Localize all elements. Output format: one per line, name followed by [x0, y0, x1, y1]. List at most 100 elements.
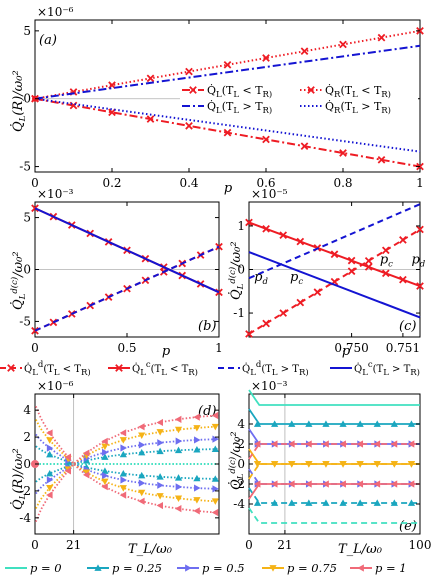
- x-axis-label: T_L/ω₀: [128, 542, 173, 557]
- legend-marker: [189, 86, 197, 94]
- series-marker: [193, 425, 201, 432]
- panel-d: ×10⁻⁶ (d) 0 21 -4 -2 0 2 4 T_L/ω₀ Q̇L​(R)/ω₀²: [10, 379, 220, 557]
- series-marker: [46, 437, 54, 444]
- y-tick-label: 5: [23, 211, 31, 225]
- series-marker: [174, 505, 182, 513]
- series-marker: [138, 423, 145, 431]
- series-marker: [288, 461, 296, 468]
- series-marker: [245, 330, 253, 338]
- y-tick-label: 0: [237, 457, 245, 471]
- series-marker: [138, 489, 146, 497]
- series-marker: [416, 225, 424, 234]
- series-line: [248, 389, 420, 406]
- legend-label: Q̇L​c​(TL​ < TR)​: [132, 360, 198, 378]
- series-marker: [211, 411, 219, 420]
- series-marker: [262, 224, 270, 233]
- y-tick-label: 4: [237, 417, 245, 431]
- series-marker: [300, 142, 309, 151]
- series-marker: [156, 501, 163, 510]
- series-marker: [390, 480, 398, 488]
- series-marker: [416, 282, 424, 290]
- series-line: [35, 419, 219, 503]
- series-marker: [119, 485, 127, 492]
- legend-label: p = 0.75: [287, 561, 337, 575]
- series-marker: [377, 33, 386, 42]
- x-axis-label: T_L/ω₀: [338, 542, 383, 557]
- series-marker: [339, 499, 347, 506]
- series-marker: [390, 461, 398, 468]
- y-tick-label: -2: [233, 477, 245, 491]
- series-marker: [223, 60, 232, 69]
- series-marker: [262, 319, 270, 328]
- x-tick-label: 0: [31, 176, 39, 190]
- y-axis-label: Q̇L​d(c)​/ω₀²: [227, 241, 246, 300]
- x-tick-label: 1: [416, 176, 424, 190]
- series-marker: [407, 480, 415, 488]
- series-marker: [364, 256, 373, 265]
- series-marker: [288, 420, 296, 427]
- y-tick-label: 1: [237, 219, 245, 233]
- series-marker: [305, 499, 313, 506]
- series-line: [248, 507, 420, 524]
- series-marker: [101, 437, 108, 445]
- series-marker: [101, 443, 109, 451]
- y-tick-label: 2: [23, 430, 31, 444]
- panel-e: ×10⁻³ (e) 0 21 100 -4 -2 0 2 4 T_L/ω₀ Q̇L​d(c)​/ω₀²: [227, 379, 431, 557]
- series-marker: [347, 267, 356, 276]
- series-marker: [253, 440, 261, 448]
- series-marker: [381, 269, 390, 278]
- series-marker: [46, 469, 54, 477]
- series-marker: [108, 81, 116, 89]
- legend-label: p = 1: [375, 561, 407, 575]
- series-marker: [305, 440, 312, 448]
- series-marker: [138, 497, 145, 505]
- series-marker: [373, 440, 381, 448]
- x-tick-label: 0.751: [386, 341, 420, 355]
- x-tick-label: 0.5: [117, 341, 136, 355]
- series-marker: [339, 461, 347, 468]
- series-marker: [253, 480, 261, 488]
- axis-exponent: ×10⁻³: [37, 187, 74, 201]
- y-tick-label: -5: [19, 160, 31, 174]
- series-marker: [322, 461, 330, 468]
- legend-background: [180, 80, 418, 112]
- series-marker: [46, 444, 54, 452]
- series-marker: [175, 437, 183, 445]
- series-marker: [253, 420, 262, 427]
- series-marker: [300, 47, 309, 56]
- panel-a: ×10⁻⁶(a)00.20.40.60.81-505pQ̇L​(R)/ω₀²Q̇…: [10, 5, 424, 196]
- series-marker: [101, 483, 108, 491]
- series-marker: [138, 441, 146, 449]
- series-marker: [211, 498, 219, 505]
- series-marker: [120, 476, 127, 484]
- series-marker: [288, 440, 295, 448]
- series-marker: [119, 469, 127, 477]
- series-marker: [347, 256, 356, 265]
- legend-middle: Q̇L​d​(TL​ < TR)​ Q̇L​c​(TL​ < TR)​ Q̇L​d​…: [0, 360, 420, 378]
- series-marker: [46, 484, 54, 492]
- series-marker: [211, 423, 219, 431]
- panel-label: (d): [198, 404, 216, 419]
- series-marker: [174, 474, 183, 481]
- panel-label: (c): [399, 319, 416, 334]
- series-marker: [174, 426, 183, 434]
- series-marker: [313, 288, 322, 296]
- series-marker: [356, 461, 364, 468]
- series-marker: [296, 298, 305, 307]
- series-line: [248, 251, 421, 319]
- series-marker: [174, 415, 182, 423]
- series-marker: [46, 476, 54, 484]
- y-tick-label: 0: [23, 457, 31, 471]
- series-marker: [212, 435, 219, 443]
- series-marker: [185, 67, 193, 76]
- series-marker: [339, 440, 346, 448]
- legend-label: Q̇L​(TL​ > TR)​: [207, 100, 272, 116]
- series-marker: [390, 499, 398, 506]
- series-marker: [399, 236, 407, 244]
- series-marker: [322, 499, 330, 506]
- series-line: [248, 463, 420, 480]
- legend-label: Q̇L​(TL​ < TR)​: [207, 84, 272, 100]
- series-line: [248, 408, 420, 425]
- panel-c: ×10⁻⁵ (c) pd​ pc​ pc​ pd​ 0.750 0.751 -1 0 1 p Q̇L​d…: [227, 187, 426, 359]
